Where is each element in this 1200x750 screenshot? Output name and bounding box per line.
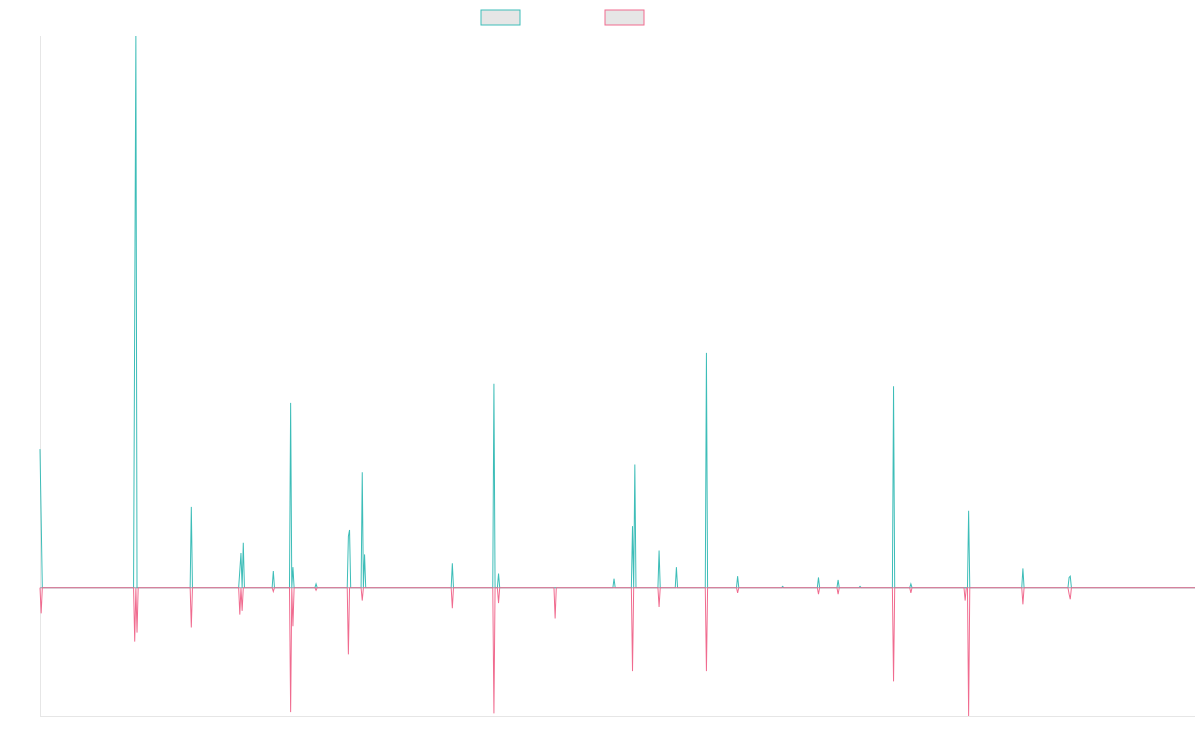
series-1-line: [39, 35, 1195, 589]
legend: [480, 9, 645, 26]
legend-swatch-series-2[interactable]: [604, 9, 645, 26]
axes: [40, 36, 1195, 717]
legend-swatch-series-1[interactable]: [480, 9, 521, 26]
series-2-line: [39, 587, 1195, 717]
plot-area: [39, 35, 1195, 717]
